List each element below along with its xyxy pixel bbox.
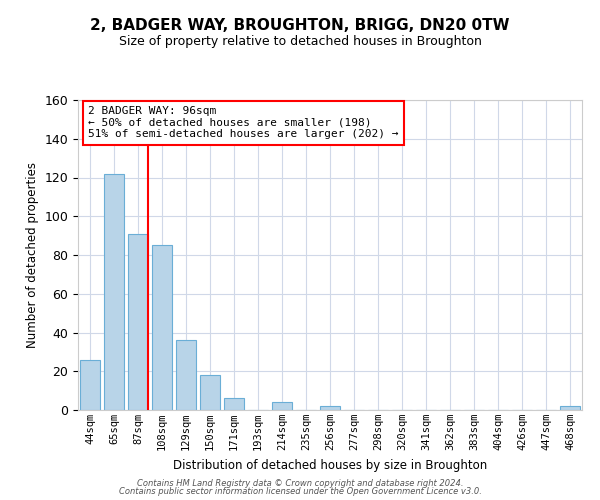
Bar xyxy=(200,375,220,410)
Bar xyxy=(224,398,244,410)
Y-axis label: Number of detached properties: Number of detached properties xyxy=(26,162,39,348)
Bar xyxy=(80,360,100,410)
Bar xyxy=(152,246,172,410)
X-axis label: Distribution of detached houses by size in Broughton: Distribution of detached houses by size … xyxy=(173,458,487,471)
Bar xyxy=(176,340,196,410)
Bar xyxy=(560,406,580,410)
Bar xyxy=(104,174,124,410)
Text: 2, BADGER WAY, BROUGHTON, BRIGG, DN20 0TW: 2, BADGER WAY, BROUGHTON, BRIGG, DN20 0T… xyxy=(90,18,510,32)
Text: Size of property relative to detached houses in Broughton: Size of property relative to detached ho… xyxy=(119,34,481,48)
Bar xyxy=(320,406,340,410)
Bar xyxy=(128,234,148,410)
Text: Contains HM Land Registry data © Crown copyright and database right 2024.: Contains HM Land Registry data © Crown c… xyxy=(137,478,463,488)
Bar xyxy=(272,402,292,410)
Text: Contains public sector information licensed under the Open Government Licence v3: Contains public sector information licen… xyxy=(119,487,481,496)
Text: 2 BADGER WAY: 96sqm
← 50% of detached houses are smaller (198)
51% of semi-detac: 2 BADGER WAY: 96sqm ← 50% of detached ho… xyxy=(88,106,398,140)
